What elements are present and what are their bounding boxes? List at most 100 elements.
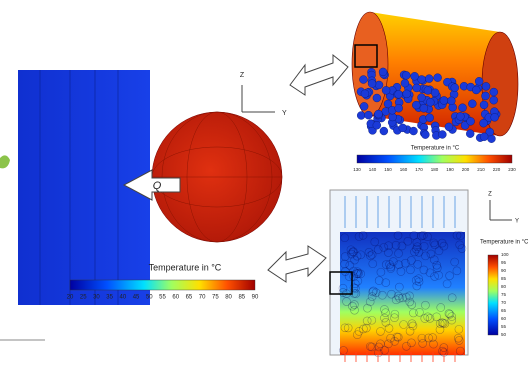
particle	[346, 245, 356, 255]
particle	[386, 333, 395, 343]
particle	[432, 260, 442, 270]
particle	[366, 251, 375, 260]
particle	[386, 262, 396, 272]
bed-field	[340, 232, 465, 355]
colorbar-tick-label: 30	[93, 295, 100, 301]
particle	[354, 327, 364, 336]
particle	[363, 303, 372, 313]
particle	[418, 339, 427, 348]
particle	[401, 258, 410, 268]
icon	[0, 155, 10, 169]
particle	[380, 305, 389, 314]
axis-label: Y	[515, 219, 519, 225]
particle	[445, 309, 455, 319]
particle	[365, 297, 375, 307]
particle	[407, 319, 417, 329]
particle	[440, 319, 450, 328]
particle	[458, 103, 467, 112]
particle	[368, 287, 378, 297]
colorbar-tick-label: 85	[501, 276, 507, 281]
particle	[372, 121, 382, 130]
particle	[450, 257, 459, 267]
particle	[438, 346, 447, 356]
particle	[424, 333, 433, 343]
colorbar-tick-label: 85	[238, 295, 245, 301]
particle	[394, 104, 403, 113]
particle	[474, 77, 484, 86]
particle	[430, 240, 440, 250]
particle	[381, 278, 391, 287]
particle	[434, 246, 444, 256]
particle	[453, 333, 463, 343]
particle	[390, 309, 400, 319]
colorbar-tick-label: 75	[212, 295, 219, 301]
particle	[376, 327, 385, 336]
particle	[347, 249, 356, 259]
colorbar-tick-label: 55	[501, 324, 507, 329]
particle	[407, 256, 416, 265]
particle	[417, 75, 426, 84]
drum-particles	[356, 67, 501, 143]
particle	[437, 238, 447, 248]
particle	[490, 113, 499, 122]
particle	[349, 272, 359, 281]
particle	[421, 300, 430, 310]
particle	[405, 291, 414, 301]
particle	[447, 312, 457, 321]
particle	[456, 231, 465, 240]
colorbar	[69, 279, 256, 291]
particle	[417, 333, 427, 343]
particle	[429, 255, 439, 264]
particle	[393, 231, 403, 240]
particle	[395, 293, 404, 303]
colorbar-tick-label: 140	[369, 167, 377, 172]
colorbar-tick-label: 200	[462, 167, 470, 172]
colorbar-tick-label: 100	[501, 252, 509, 257]
particle	[396, 267, 406, 276]
particle	[454, 324, 464, 334]
particle	[407, 338, 416, 348]
particle	[367, 79, 377, 88]
particle	[356, 269, 365, 279]
particle	[479, 100, 489, 110]
particle	[384, 339, 393, 349]
colorbar-tick-label: 150	[384, 167, 392, 172]
particle	[423, 312, 433, 322]
colorbar-tick-label: 190	[446, 167, 454, 172]
particle	[350, 279, 360, 288]
particle	[370, 237, 380, 247]
particle	[435, 319, 445, 328]
particle	[433, 73, 442, 82]
colorbar-tick-label: 65	[501, 308, 507, 313]
particle	[455, 240, 464, 250]
particle	[378, 290, 387, 300]
colorbar-tick-label: 70	[501, 300, 507, 305]
particle	[381, 308, 390, 317]
particle	[435, 325, 445, 334]
particle	[406, 265, 415, 275]
particle	[398, 293, 407, 303]
particle	[374, 342, 384, 352]
particle	[359, 324, 368, 334]
particle	[408, 321, 418, 331]
particle	[447, 315, 457, 325]
particle	[368, 259, 378, 269]
particle	[348, 301, 357, 311]
particle	[450, 83, 459, 92]
particle	[481, 82, 491, 91]
particle	[452, 230, 462, 240]
colorbar-tick-label: 90	[501, 268, 507, 273]
particle	[415, 307, 424, 317]
particle	[439, 241, 449, 251]
double-arrow	[289, 53, 349, 96]
particle	[430, 272, 439, 281]
colorbar-tick-label: 65	[186, 295, 193, 301]
colorbar-tick-label: 50	[501, 332, 507, 337]
particle	[391, 295, 401, 305]
particle	[367, 292, 377, 301]
colorbar-tick-label: 25	[80, 295, 87, 301]
particle	[426, 98, 435, 107]
particle	[409, 126, 418, 136]
colorbar-tick-label: 20	[67, 295, 74, 301]
particle	[429, 339, 438, 349]
